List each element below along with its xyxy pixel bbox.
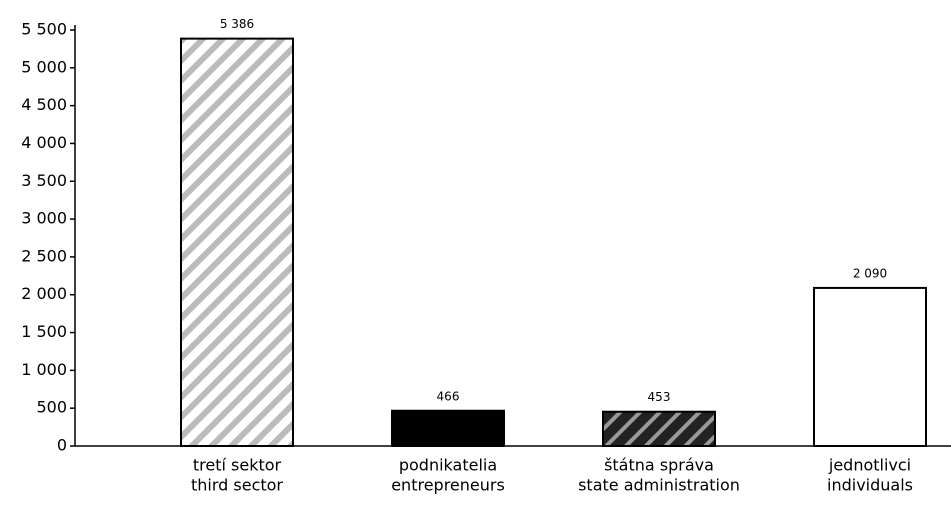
value-label: 466	[437, 389, 460, 403]
y-tick-label: 2 500	[21, 246, 67, 265]
y-tick-label: 1 500	[21, 322, 67, 341]
y-tick-label: 3 000	[21, 209, 67, 228]
x-tick-label: štátna správa	[604, 456, 714, 475]
x-tick-label: tretí sektor	[193, 456, 282, 475]
x-tick-label: jednotlivci	[828, 456, 911, 475]
y-tick-label: 1 000	[21, 360, 67, 379]
value-label: 2 090	[853, 266, 887, 280]
y-tick-label: 0	[57, 436, 67, 455]
bar	[602, 410, 716, 447]
bar	[391, 409, 505, 447]
y-tick-label: 4 500	[21, 95, 67, 114]
x-tick-label: third sector	[191, 476, 283, 495]
y-tick-label: 2 000	[21, 284, 67, 303]
x-tick-label: entrepreneurs	[391, 476, 505, 495]
bar	[813, 286, 927, 448]
value-label: 453	[648, 390, 671, 404]
y-tick-label: 4 000	[21, 133, 67, 152]
y-tick-label: 500	[36, 398, 67, 417]
x-tick-label: state administration	[578, 476, 740, 495]
x-tick-label: podnikatelia	[399, 456, 497, 475]
y-tick-label: 5 000	[21, 57, 67, 76]
y-tick-label: 3 500	[21, 171, 67, 190]
value-label: 5 386	[220, 17, 254, 31]
y-tick-label: 5 500	[21, 20, 67, 39]
bar	[180, 37, 294, 447]
x-tick-label: individuals	[827, 476, 913, 495]
